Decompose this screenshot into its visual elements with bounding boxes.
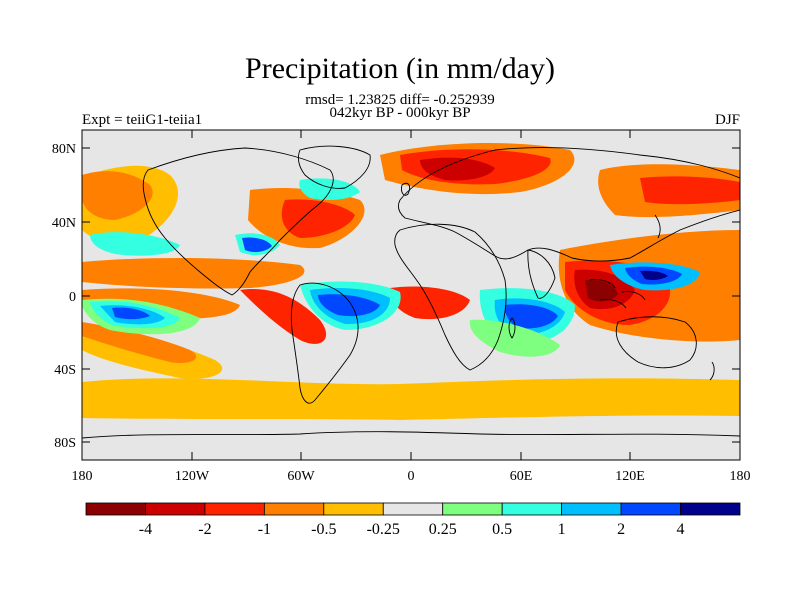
lat-label-40n: 40N — [52, 216, 76, 231]
colorbar-swatch — [501, 502, 563, 516]
field-indonesia-darkest — [585, 279, 618, 302]
colorbar-label: 1 — [558, 521, 566, 538]
coast-antarctica — [82, 431, 740, 439]
field-south-pacific-orange — [82, 322, 197, 364]
colorbar-label: -0.5 — [311, 521, 336, 538]
lon-label-180w: 180 — [72, 469, 93, 484]
coast-australia — [615, 316, 697, 369]
colorbar-swatch — [263, 502, 325, 516]
coast-greenland — [297, 145, 371, 189]
lon-label-60w: 60W — [287, 469, 315, 484]
field-wpac-navy — [640, 270, 668, 280]
coast-south-america — [290, 282, 359, 404]
field-africa-dark — [504, 304, 558, 329]
field-equatorial-pacific — [240, 289, 327, 344]
field-north-pacific-red — [82, 171, 153, 220]
experiment-label: Expt = teiiG1-teiia1 — [82, 112, 203, 128]
colorbar-swatch — [145, 502, 206, 516]
colorbar-swatch — [382, 502, 444, 516]
lon-label-180e: 180 — [730, 469, 751, 484]
field-tropical-north-pacific — [82, 258, 305, 289]
lat-label-40s: 40S — [54, 363, 76, 378]
field-central-pacific-dark — [112, 307, 150, 320]
lon-label-60e: 60E — [510, 469, 533, 484]
colorbar-swatch — [680, 502, 741, 516]
lat-label-80s: 80S — [54, 436, 76, 451]
coast-madagascar — [508, 317, 516, 339]
colorbar-swatch — [442, 502, 503, 516]
colorbar-swatch — [85, 502, 146, 516]
lon-label-120e: 120E — [615, 469, 645, 484]
field-north-atlantic-red — [281, 199, 355, 238]
coast-japan — [654, 214, 661, 239]
colorbar-label: 0.5 — [492, 521, 512, 538]
colorbar-swatch — [204, 502, 265, 516]
coast-new-zealand — [709, 361, 715, 381]
coast-eurasia — [397, 147, 740, 262]
colorbar-label: 4 — [677, 521, 685, 538]
coast-india — [527, 249, 556, 299]
colorbar-label: -4 — [139, 521, 152, 538]
field-europe-red — [420, 157, 495, 181]
coast-uk — [401, 182, 411, 196]
latitude-axis: 80N 40N 0 40S 80S — [52, 142, 740, 451]
lat-label-80n: 80N — [52, 142, 76, 157]
colorbar-label: -1 — [258, 521, 271, 538]
colorbar-label: 2 — [617, 521, 625, 538]
field-spcz — [82, 288, 240, 319]
lat-label-0: 0 — [69, 290, 76, 305]
map-field — [82, 130, 740, 460]
lon-label-0: 0 — [408, 469, 415, 484]
coastlines — [82, 145, 740, 439]
colorbar-label: 0.25 — [429, 521, 457, 538]
field-amazon-dark — [318, 294, 380, 317]
colorbar-label: -0.25 — [367, 521, 400, 538]
colorbar-swatch — [620, 502, 681, 516]
season-label: DJF — [714, 112, 740, 128]
colorbar-label: -2 — [198, 521, 211, 538]
field-indian-ocean-green — [469, 319, 560, 357]
map-title: Precipitation (in mm/day) — [245, 52, 555, 85]
colorbar: -4 -2 -1 -0.5 -0.25 0.25 0.5 1 2 4 — [85, 502, 741, 538]
field-na-east-coast-blue — [242, 237, 272, 253]
field-pacific-north-cyan — [90, 232, 180, 256]
coast-north-america — [142, 147, 334, 296]
stats-line: rmsd= 1.23825 diff= -0.252939 — [305, 92, 495, 108]
coast-africa — [394, 223, 507, 371]
field-nw-pacific-red — [640, 176, 740, 205]
field-southern-band — [82, 378, 740, 420]
colorbar-swatch — [323, 502, 384, 516]
field-atlantic-north-cyan — [299, 178, 360, 200]
period-line: 042kyr BP - 000kyr BP — [329, 105, 471, 121]
longitude-axis: 180 120W 60W 0 60E 120E 180 — [72, 130, 751, 484]
lon-label-120w: 120W — [175, 469, 210, 484]
colorbar-swatch — [561, 502, 622, 516]
coast-indonesia — [589, 279, 646, 309]
